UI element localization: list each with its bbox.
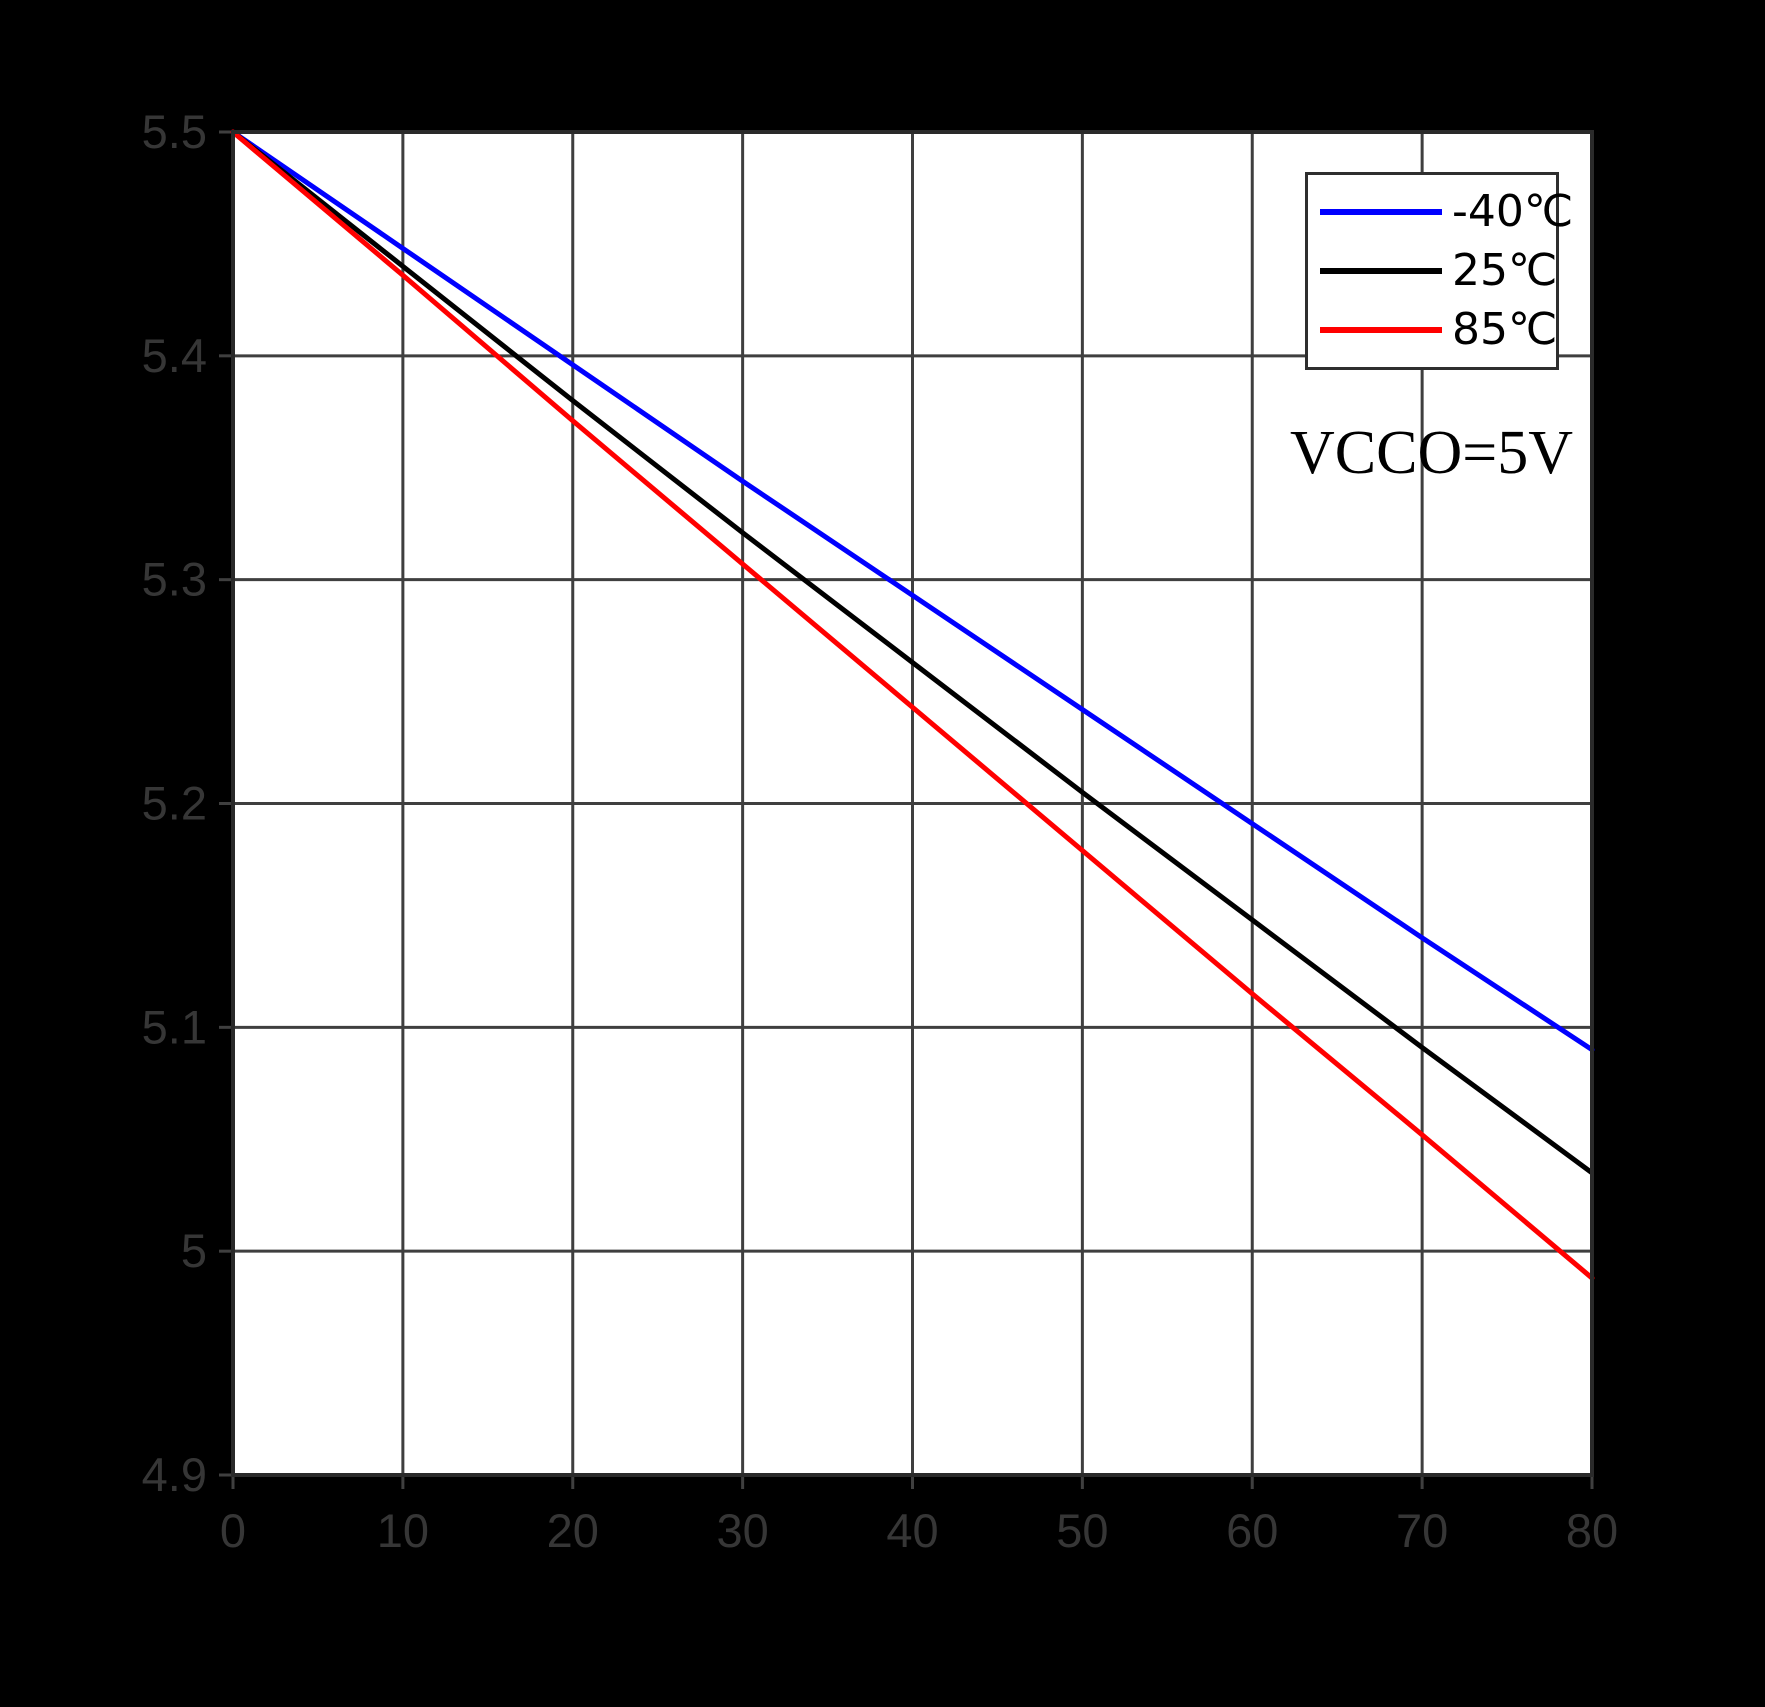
series-line--40: [230, 129, 1595, 1053]
x-tick-label: 70: [1396, 1504, 1448, 1557]
legend-line-swatch-85: [1320, 327, 1442, 333]
legend-label-minus40: -40℃: [1452, 186, 1574, 237]
legend-item-25: 25℃: [1308, 245, 1558, 296]
x-tick-label: 60: [1226, 1504, 1278, 1557]
vcco-annotation: VCCO=5V: [1290, 419, 1573, 487]
legend-label-85: 85℃: [1452, 304, 1558, 355]
series-line-85: [230, 129, 1595, 1281]
legend-item-85: 85℃: [1308, 304, 1558, 355]
series-line-25: [230, 129, 1595, 1176]
x-tick-label: 10: [377, 1504, 429, 1557]
y-tick-label: 5.2: [142, 777, 207, 830]
x-tick-label: 0: [220, 1504, 246, 1557]
x-tick-label: 80: [1566, 1504, 1618, 1557]
legend-line-swatch-25: [1320, 268, 1442, 274]
y-tick-label: 5: [181, 1224, 207, 1277]
y-tick-label: 4.9: [142, 1448, 207, 1501]
y-tick-label: 5.4: [142, 329, 207, 382]
x-tick-label: 30: [716, 1504, 768, 1557]
x-tick-label: 20: [547, 1504, 599, 1557]
legend-item-minus40: -40℃: [1308, 190, 1573, 234]
legend: -40℃ 25℃ 85℃: [1305, 172, 1573, 370]
x-tick-label: 40: [886, 1504, 938, 1557]
x-tick-label: 50: [1056, 1504, 1108, 1557]
axis-frame: [231, 130, 1594, 1477]
legend-label-25: 25℃: [1452, 245, 1558, 296]
y-tick-label: 5.5: [142, 105, 207, 158]
y-tick-label: 5.3: [142, 553, 207, 606]
y-tick-label: 5.1: [142, 1000, 207, 1053]
legend-line-swatch-minus40: [1320, 209, 1442, 215]
